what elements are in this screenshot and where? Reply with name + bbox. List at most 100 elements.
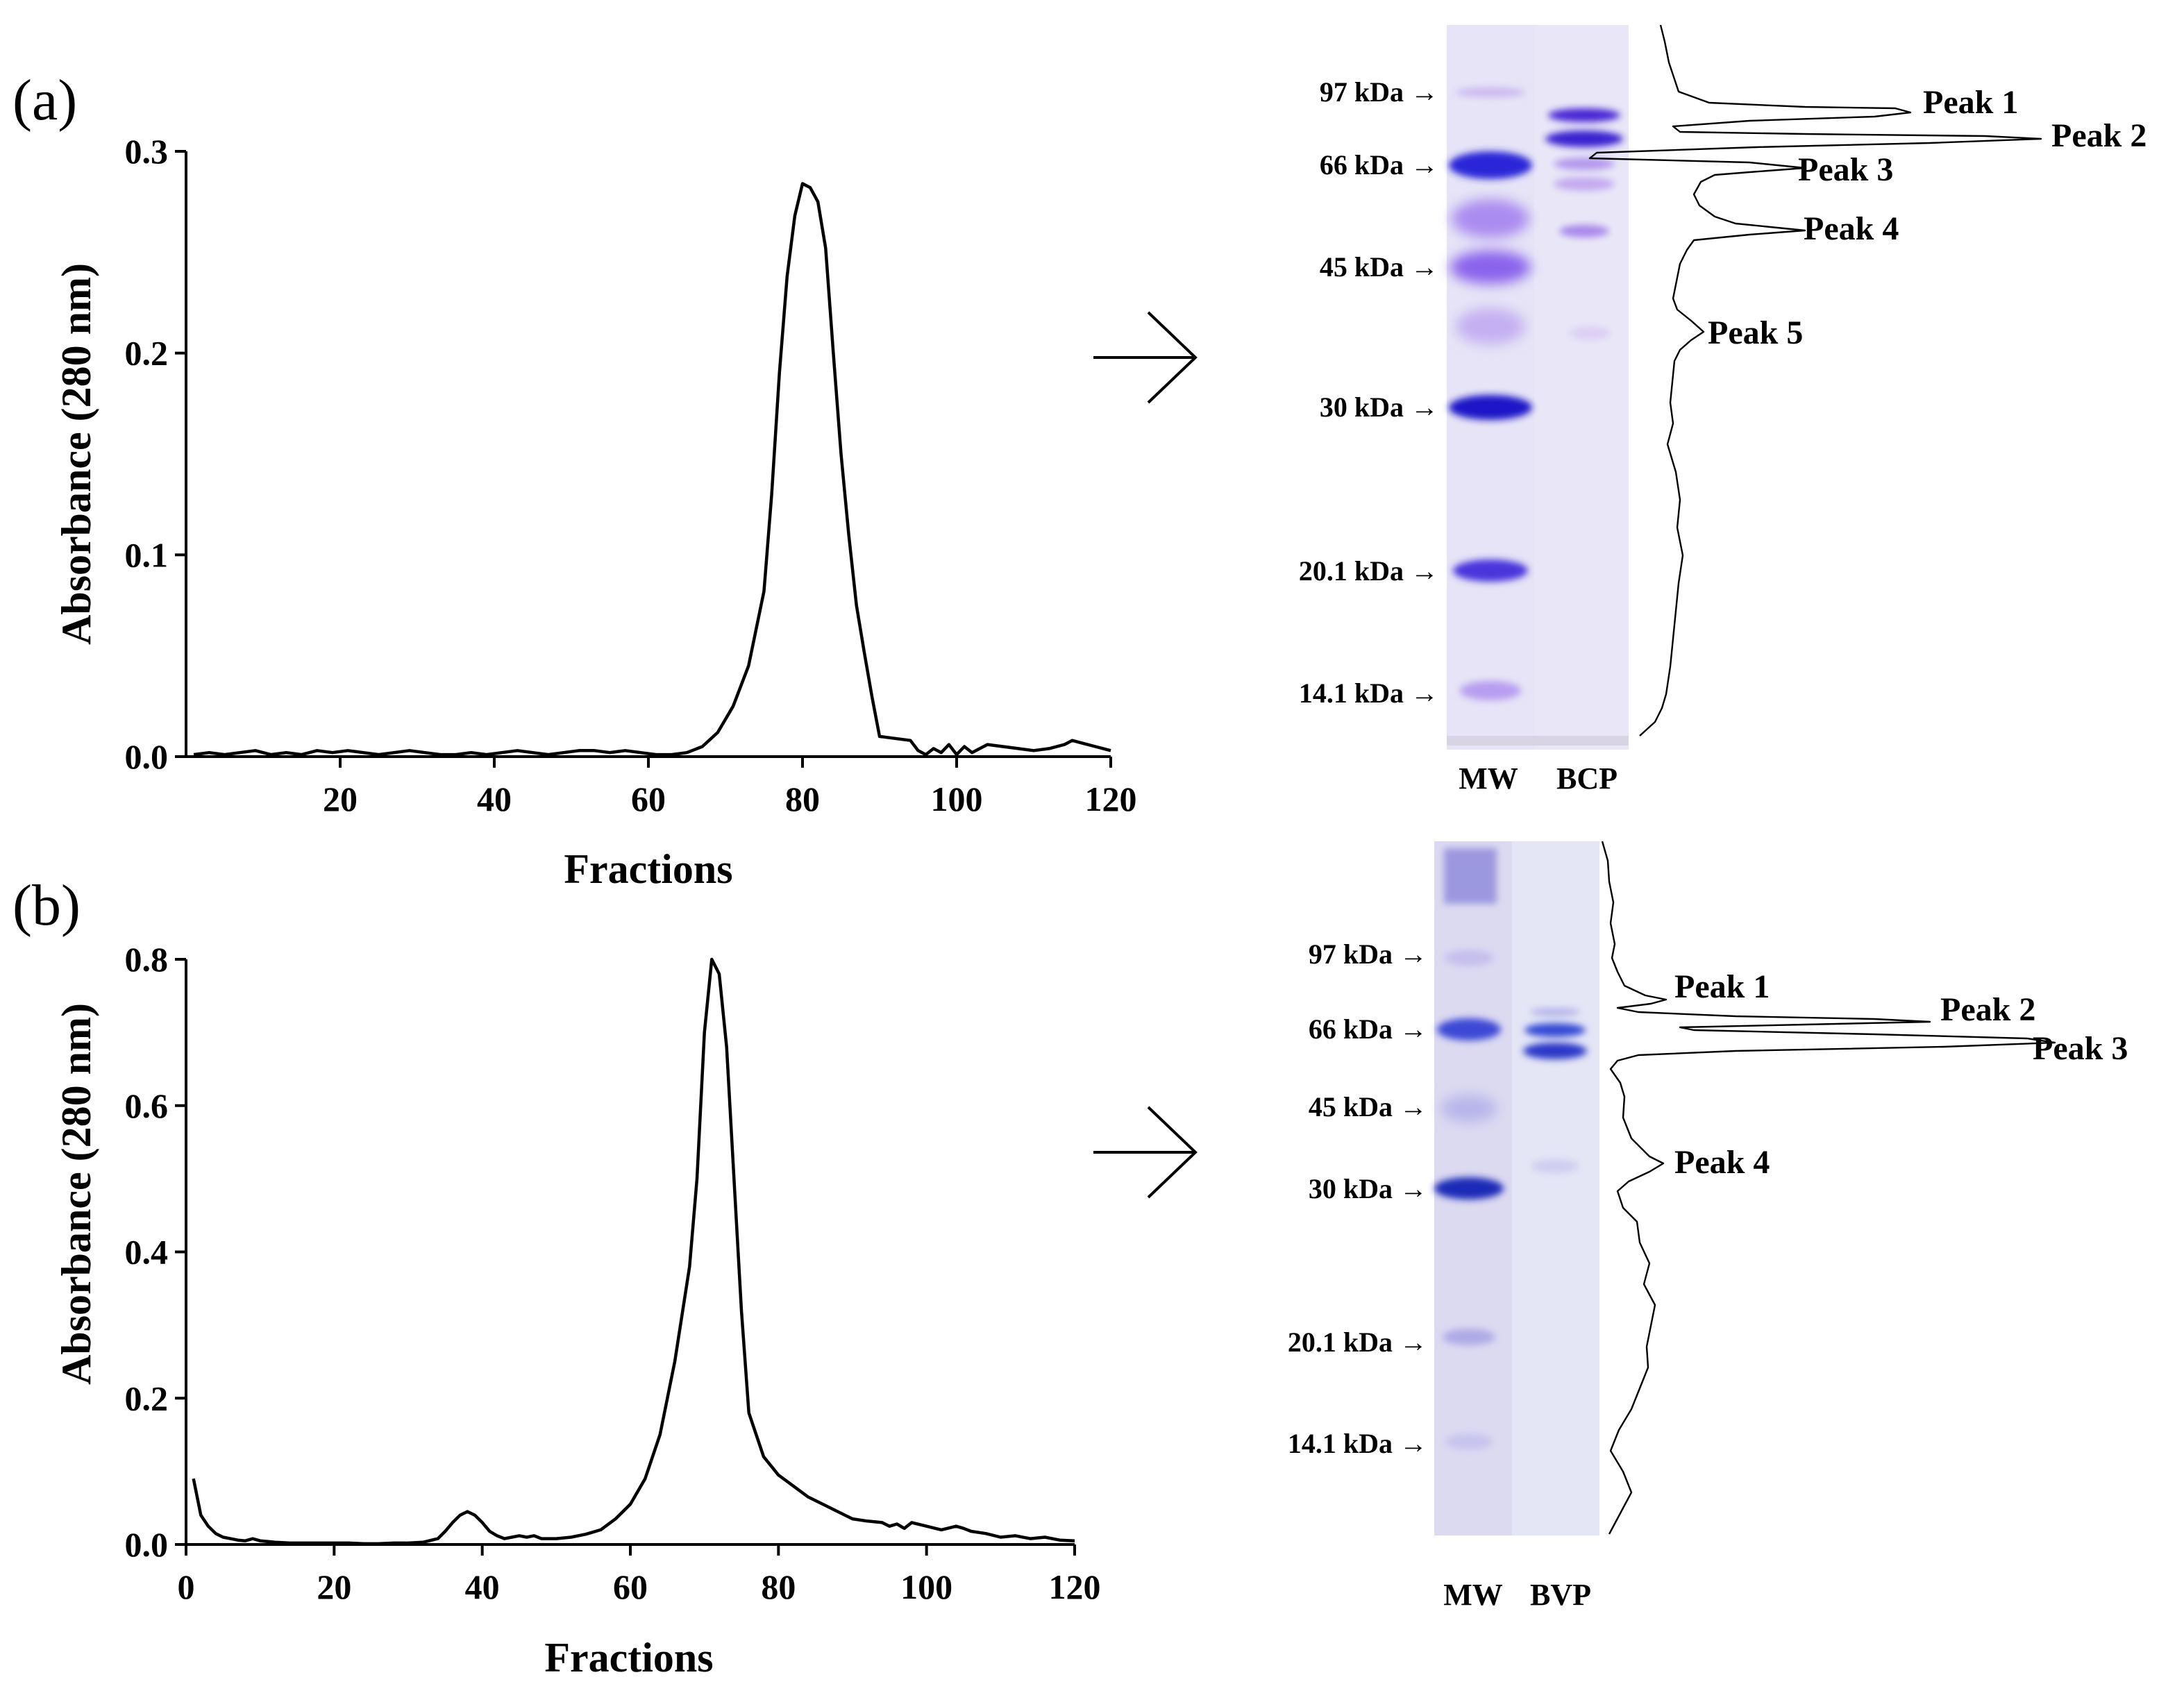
marker-label-66: 66 kDa →: [1309, 1013, 1427, 1045]
marker-label-45: 45 kDa →: [1320, 251, 1438, 283]
panel-a: (a) 0.0 0.1 0.2 0.3 20 40 60 80 100 120 Fraction…: [12, 24, 2147, 892]
densitogram-b-labels: Peak 1 Peak 2 Peak 3 Peak 4: [1674, 968, 2128, 1181]
x-tick-label: 20: [323, 780, 358, 818]
y-tick-label: 0.8: [125, 940, 169, 979]
x-tick-label: 60: [613, 1567, 648, 1606]
x-tick-label: 40: [465, 1567, 500, 1606]
band: [1443, 1329, 1495, 1345]
lane-label-sample-a: BCP: [1556, 761, 1618, 795]
gel-a-sample-bands: [1545, 108, 1623, 340]
band: [1444, 950, 1494, 966]
gel-a-mw-bands: [1449, 87, 1532, 700]
chart-b-series-line: [192, 957, 1075, 1546]
chart-a-series-line: [193, 182, 1111, 757]
gel-b-mw-bands: [1434, 848, 1504, 1450]
band: [1531, 1159, 1579, 1173]
marker-label-66: 66 kDa →: [1320, 149, 1438, 180]
band: [1548, 108, 1620, 122]
band: [1530, 1008, 1580, 1016]
flow-arrow-a: [1093, 311, 1198, 404]
band: [1456, 87, 1525, 97]
x-tick-label: 40: [477, 780, 512, 818]
densitogram-a: Peak 1 Peak 2 Peak 3 Peak 4 Peak 5: [1588, 24, 2147, 736]
band: [1456, 308, 1525, 344]
gel-a: 97 kDa → 66 kDa → 45 kDa → 30 kDa → 20.1…: [1299, 25, 1629, 795]
panel-b-label: (b): [12, 873, 81, 938]
band: [1450, 251, 1531, 284]
chart-a-x-label: Fractions: [564, 846, 732, 892]
densitogram-a-labels: Peak 1 Peak 2 Peak 3 Peak 4 Peak 5: [1708, 84, 2147, 351]
panel-b: (b) 0.0 0.2 0.4 0.6 0.8 0 20 40 60 80 100 120 Frac…: [12, 841, 2128, 1681]
densitogram-a-trace: [1588, 24, 2042, 736]
lane-label-sample-b: BVP: [1530, 1578, 1591, 1612]
band: [1434, 1177, 1504, 1199]
y-tick-label: 0.2: [125, 334, 169, 373]
y-tick-label: 0.1: [125, 535, 169, 574]
band: [1554, 177, 1615, 191]
lane-label-mw-b: MW: [1443, 1578, 1503, 1612]
marker-label-30: 30 kDa →: [1320, 391, 1438, 423]
peak-label-3: Peak 3: [1798, 151, 1893, 188]
band: [1559, 225, 1609, 237]
x-tick-label: 20: [317, 1567, 351, 1606]
band: [1449, 395, 1532, 420]
band: [1441, 1095, 1497, 1122]
peak-label-1: Peak 1: [1674, 968, 1770, 1005]
flow-arrow-b: [1093, 1106, 1198, 1199]
y-tick-label: 0.6: [125, 1086, 169, 1125]
chart-b: 0.0 0.2 0.4 0.6 0.8 0 20 40 60 80 100 120 Fraction…: [53, 940, 1101, 1681]
gel-b-marker-labels: 97 kDa → 66 kDa → 45 kDa → 30 kDa → 20.1…: [1288, 938, 1427, 1459]
chart-a-y-label: Absorbance (280 nm): [53, 263, 99, 645]
marker-label-30: 30 kDa →: [1309, 1173, 1427, 1204]
y-tick-label: 0.2: [125, 1379, 169, 1417]
peak-label-2: Peak 2: [2051, 117, 2147, 154]
densitogram-b: Peak 1 Peak 2 Peak 3 Peak 4: [1601, 841, 2128, 1535]
marker-label-97: 97 kDa →: [1309, 938, 1427, 970]
peak-label-2: Peak 2: [1940, 991, 2035, 1028]
x-tick-label: 100: [900, 1567, 952, 1606]
band: [1524, 1023, 1586, 1037]
band: [1444, 848, 1497, 904]
y-tick-label: 0.0: [125, 737, 169, 776]
band: [1449, 151, 1532, 179]
x-tick-label: 100: [931, 780, 983, 818]
gel-b: 97 kDa → 66 kDa → 45 kDa → 30 kDa → 20.1…: [1288, 841, 1599, 1612]
band: [1452, 199, 1529, 238]
chart-a: 0.0 0.1 0.2 0.3 20 40 60 80 100 120 Fractions Ab…: [53, 132, 1137, 892]
chart-b-y-label: Absorbance (280 nm): [53, 1003, 99, 1385]
peak-label-3: Peak 3: [2033, 1030, 2128, 1067]
marker-label-45: 45 kDa →: [1309, 1091, 1427, 1122]
band: [1554, 158, 1615, 170]
band: [1523, 1043, 1587, 1059]
gel-a-marker-labels: 97 kDa → 66 kDa → 45 kDa → 30 kDa → 20.1…: [1299, 76, 1438, 709]
marker-label-14-1: 14.1 kDa →: [1288, 1428, 1427, 1459]
x-tick-label: 60: [631, 780, 666, 818]
densitogram-b-trace: [1601, 841, 2056, 1535]
peak-label-5: Peak 5: [1708, 314, 1803, 351]
gel-b-sample-bands: [1523, 1008, 1587, 1173]
peak-label-4: Peak 4: [1804, 210, 1899, 247]
x-tick-label: 0: [178, 1567, 195, 1606]
band: [1445, 1433, 1493, 1450]
marker-label-14-1: 14.1 kDa →: [1299, 677, 1438, 709]
x-tick-label: 80: [761, 1567, 796, 1606]
marker-label-20-1: 20.1 kDa →: [1288, 1327, 1427, 1358]
band: [1545, 130, 1623, 147]
x-tick-label: 80: [785, 780, 820, 818]
band: [1453, 559, 1528, 582]
x-tick-label: 120: [1049, 1567, 1101, 1606]
band: [1569, 326, 1611, 340]
marker-label-97: 97 kDa →: [1320, 76, 1438, 108]
panel-a-label: (a): [12, 68, 77, 133]
gel-a-lane-mw: [1447, 25, 1534, 750]
band: [1460, 681, 1521, 700]
y-tick-label: 0.3: [125, 132, 169, 171]
lane-label-mw-a: MW: [1459, 761, 1518, 795]
chart-b-x-label: Fractions: [544, 1635, 713, 1681]
x-tick-label: 120: [1085, 780, 1137, 818]
y-tick-label: 0.0: [125, 1525, 169, 1564]
band: [1437, 1018, 1501, 1041]
peak-label-4: Peak 4: [1674, 1144, 1770, 1181]
gel-b-lane-sample: [1512, 841, 1599, 1535]
